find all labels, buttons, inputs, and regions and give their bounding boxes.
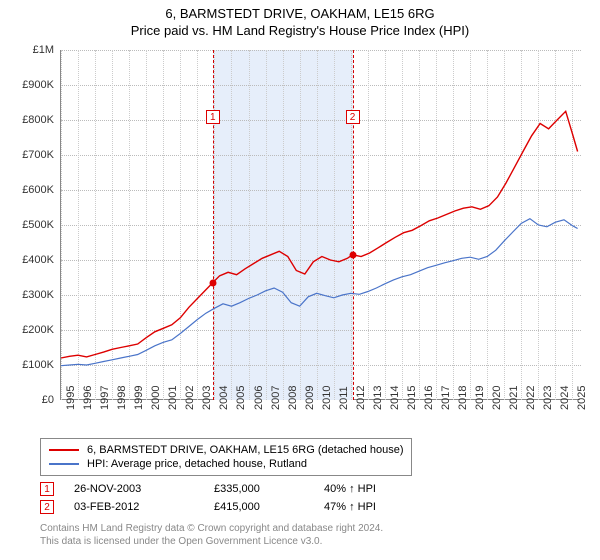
y-axis-label: £400K (0, 254, 54, 266)
y-axis-label: £500K (0, 219, 54, 231)
legend-label: 6, BARMSTEDT DRIVE, OAKHAM, LE15 6RG (de… (87, 444, 403, 456)
plot-area: £0£100K£200K£300K£400K£500K£600K£700K£80… (60, 50, 580, 400)
legend-row: 6, BARMSTEDT DRIVE, OAKHAM, LE15 6RG (de… (49, 443, 403, 457)
legend-row: HPI: Average price, detached house, Rutl… (49, 457, 403, 471)
y-axis-label: £100K (0, 359, 54, 371)
y-axis-label: £300K (0, 289, 54, 301)
transaction-price: £415,000 (214, 501, 324, 513)
transaction-date: 03-FEB-2012 (74, 501, 214, 513)
chart-container: 6, BARMSTEDT DRIVE, OAKHAM, LE15 6RG Pri… (0, 0, 600, 560)
legend-label: HPI: Average price, detached house, Rutl… (87, 458, 307, 470)
legend-swatch (49, 449, 79, 451)
transaction-pct: 40% ↑ HPI (324, 483, 434, 495)
transactions-table: 1 26-NOV-2003£335,00040% ↑ HPI 2 03-FEB-201… (40, 480, 434, 516)
footer-attribution: Contains HM Land Registry data © Crown c… (40, 522, 383, 548)
footer-line-1: Contains HM Land Registry data © Crown c… (40, 522, 383, 535)
transaction-marker: 1 (206, 110, 220, 124)
transaction-dot (209, 279, 216, 286)
y-axis-label: £200K (0, 324, 54, 336)
series-price_paid (61, 111, 578, 358)
transaction-pct: 47% ↑ HPI (324, 501, 434, 513)
y-axis-label: £600K (0, 184, 54, 196)
transaction-price: £335,000 (214, 483, 324, 495)
chart-subtitle: Price paid vs. HM Land Registry's House … (0, 21, 600, 42)
legend-swatch (49, 463, 79, 465)
y-axis-label: £800K (0, 114, 54, 126)
transaction-row: 2 03-FEB-2012£415,00047% ↑ HPI (40, 498, 434, 516)
legend: 6, BARMSTEDT DRIVE, OAKHAM, LE15 6RG (de… (40, 438, 412, 476)
y-axis-label: £0 (0, 394, 54, 406)
y-axis-label: £1M (0, 44, 54, 56)
chart-title: 6, BARMSTEDT DRIVE, OAKHAM, LE15 6RG (0, 0, 600, 21)
y-axis-label: £700K (0, 149, 54, 161)
transaction-row-marker: 2 (40, 500, 54, 514)
transaction-dot (349, 251, 356, 258)
transaction-row-marker: 1 (40, 482, 54, 496)
series-svg (61, 50, 581, 400)
transaction-date: 26-NOV-2003 (74, 483, 214, 495)
transaction-row: 1 26-NOV-2003£335,00040% ↑ HPI (40, 480, 434, 498)
footer-line-2: This data is licensed under the Open Gov… (40, 535, 383, 548)
transaction-marker: 2 (346, 110, 360, 124)
y-axis-label: £900K (0, 79, 54, 91)
